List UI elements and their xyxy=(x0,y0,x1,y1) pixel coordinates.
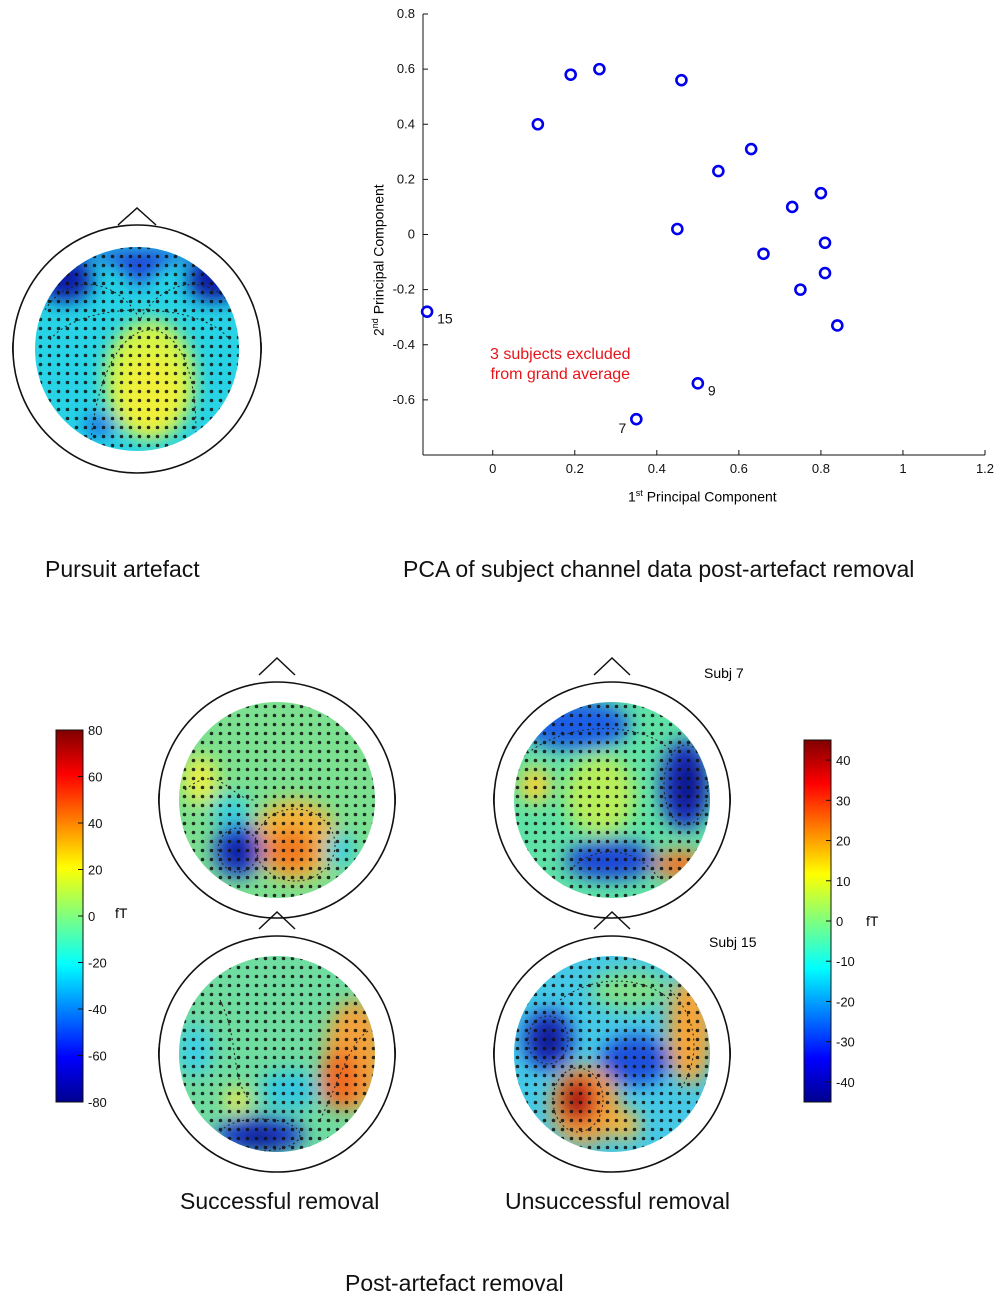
colorbar-tick-label: 80 xyxy=(88,723,102,738)
exclusion-annotation: 3 subjects excluded from grand average xyxy=(490,346,631,383)
colorbar-tick-label: -80 xyxy=(88,1095,107,1110)
colorbar-tick-label: 60 xyxy=(88,770,102,785)
data-point xyxy=(420,305,434,318)
subj15-label: Subj 15 xyxy=(709,934,757,950)
caption-post-artefact-removal: Post-artefact removal xyxy=(345,1270,564,1296)
caption-pca: PCA of subject channel data post-artefac… xyxy=(403,556,915,582)
caption-successful-removal: Successful removal xyxy=(180,1188,380,1214)
colorbar-tick-label: 10 xyxy=(836,874,850,889)
colorbar-tick-label: -60 xyxy=(88,1049,107,1064)
nose-outline xyxy=(117,206,157,226)
topomap-subj15 xyxy=(493,910,731,1173)
topomap-successful-1 xyxy=(158,656,396,919)
colorbar-right-unit: fT xyxy=(866,913,879,929)
nose-outline xyxy=(258,656,296,676)
topomap-subj7 xyxy=(493,656,731,919)
colorbar-tick-label: 40 xyxy=(836,753,850,768)
colorbar-left xyxy=(55,729,84,1103)
colorbar-tick-label: 20 xyxy=(836,834,850,849)
data-point xyxy=(593,62,606,76)
colorbar-tick-label: 30 xyxy=(836,793,850,808)
data-point xyxy=(691,377,705,390)
colorbar-tick-label: 40 xyxy=(88,816,102,831)
data-point xyxy=(794,283,807,296)
x-tick-label: 0.6 xyxy=(730,461,748,476)
colorbar-tick-label: -10 xyxy=(836,954,855,969)
pca-scatter-plot: 0 0.2 0.4 0.6 0.8 1 1.2 0.8 0.6 0.4 0.2 0 -0.2 -0.4 -0… xyxy=(393,6,994,476)
colorbar-tick-label: 20 xyxy=(88,863,102,878)
x-tick-label: 0 xyxy=(489,461,496,476)
nose-outline xyxy=(593,656,631,676)
x-axis-label: 1st Principal Component xyxy=(628,488,777,505)
x-tick-label: 0.8 xyxy=(812,461,830,476)
colorbar-tick-label: 0 xyxy=(88,909,95,924)
nose-outline xyxy=(258,910,296,930)
data-point xyxy=(671,222,684,236)
data-point xyxy=(818,236,832,250)
topomap-successful-2 xyxy=(158,910,396,1173)
point-label: 7 xyxy=(619,420,627,436)
caption-unsuccessful-removal: Unsuccessful removal xyxy=(505,1188,730,1214)
colorbar-tick-label: -40 xyxy=(88,1002,107,1017)
data-point xyxy=(814,186,828,200)
y-tick-label: -0.2 xyxy=(393,282,415,297)
colorbar-tick-label: -20 xyxy=(836,994,855,1009)
data-point xyxy=(531,117,545,131)
data-point xyxy=(818,266,832,280)
y-tick-label: 0.8 xyxy=(397,6,415,21)
caption-pursuit-artefact: Pursuit artefact xyxy=(45,556,200,582)
colorbar-tick-label: 0 xyxy=(836,914,843,929)
x-tick-label: 0.4 xyxy=(648,461,666,476)
data-point xyxy=(744,142,758,156)
point-label: 9 xyxy=(708,382,716,398)
y-tick-label: -0.4 xyxy=(393,337,415,352)
data-point xyxy=(785,200,799,214)
colorbar-tick-label: -20 xyxy=(88,956,107,971)
colorbar-left-unit: fT xyxy=(115,905,128,921)
subj7-label: Subj 7 xyxy=(704,665,744,681)
colorbar-tick-label: -30 xyxy=(836,1035,855,1050)
y-tick-label: 0.4 xyxy=(397,116,415,131)
y-tick-label: -0.6 xyxy=(393,392,415,407)
data-point xyxy=(712,164,725,178)
data-point xyxy=(757,247,770,261)
data-point xyxy=(831,319,844,332)
nose-outline xyxy=(593,910,631,930)
data-point xyxy=(675,73,688,87)
data-point xyxy=(630,412,643,426)
x-tick-label: 0.2 xyxy=(566,461,584,476)
x-tick-label: 1 xyxy=(899,461,906,476)
y-tick-label: 0 xyxy=(408,227,415,242)
data-point xyxy=(564,68,577,81)
y-tick-label: 0.2 xyxy=(397,171,415,186)
point-label: 15 xyxy=(437,311,453,327)
topomap-pursuit-artefact xyxy=(12,206,262,474)
y-tick-label: 0.6 xyxy=(397,61,415,76)
colorbar-tick-label: -40 xyxy=(836,1075,855,1090)
x-tick-label: 1.2 xyxy=(976,461,994,476)
